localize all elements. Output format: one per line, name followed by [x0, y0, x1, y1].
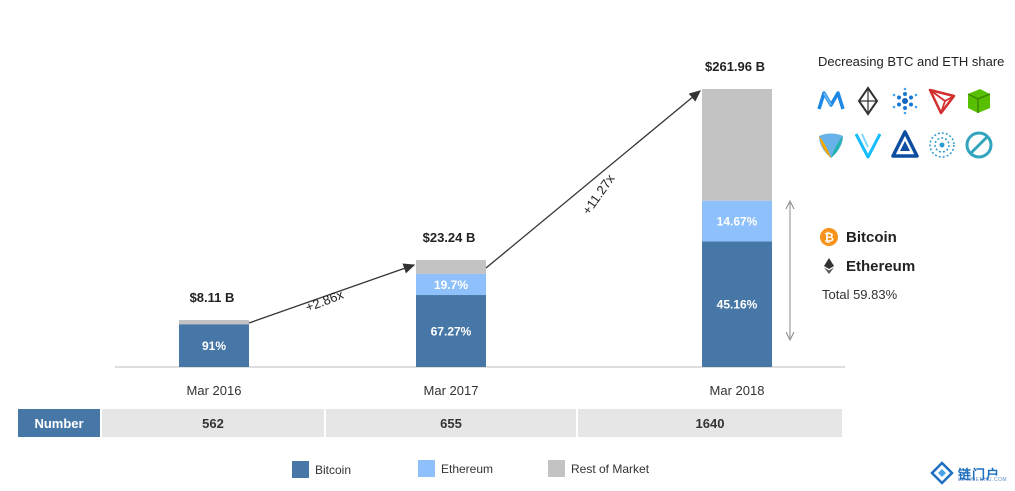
data-label-ethereum-2018: 14.67% [717, 215, 758, 229]
bar-ethereum-2018 [702, 200, 772, 242]
legend-item-rest: Rest of Market [548, 460, 649, 477]
share-bracket-top-arrow [785, 199, 795, 210]
watermark-sub: LIANMENHU.COM [958, 477, 1008, 483]
bitcoin-icon: ₿ [820, 228, 838, 246]
table-header-number: Number [18, 409, 100, 437]
tron-icon [928, 88, 956, 115]
total-label-2018: $261.96 B [705, 59, 765, 74]
vechain-icon [854, 133, 882, 159]
total-share: Total 59.83% [822, 287, 898, 302]
data-label-bitcoin-2018: 45.16% [717, 298, 758, 312]
legend-swatch-ethereum [418, 460, 435, 477]
legend-swatch-rest [548, 460, 565, 477]
growth-arrow-2 [485, 90, 702, 269]
x-tick-label-2016: Mar 2016 [187, 383, 242, 398]
table-cell-2016: 562 [102, 409, 324, 437]
data-label-bitcoin-2016: 91% [202, 339, 226, 353]
lianmenhu-logo-icon [930, 461, 954, 485]
bitcoin-text: Bitcoin [846, 228, 897, 246]
legend-label-ethereum: Ethereum [441, 461, 494, 476]
total-label-2017: $23.24 B [423, 230, 476, 245]
legend-label-rest: Rest of Market [571, 461, 650, 476]
bar-rest-of-market-2017 [416, 260, 486, 274]
legend-label-bitcoin: Bitcoin [315, 462, 352, 477]
lisk-icon [891, 130, 919, 158]
bar-ethereum-2017 [416, 273, 486, 296]
table-cell-2018: 1640 [578, 409, 842, 437]
table-cell-2017: 655 [326, 409, 576, 437]
number-table: Number 562 655 1640 [18, 409, 842, 437]
legend-item-bitcoin: Bitcoin [292, 461, 351, 478]
watermark-name: 链门户 [958, 466, 1001, 482]
ethereum-text: Ethereum [846, 257, 916, 275]
share-bracket-bottom-arrow [785, 331, 795, 342]
data-label-ethereum-2017: 19.7% [434, 278, 468, 292]
growth-arrow-1 [248, 263, 416, 324]
legend-item-ethereum: Ethereum [418, 460, 493, 477]
total-label-2016: $8.11 B [190, 290, 235, 305]
stacked-bar-chart: +2.86x +11.27x 91% $8.11 B Mar 2016 67.27% 19… [115, 59, 845, 398]
bar-bitcoin-2017 [416, 295, 486, 367]
nem-icon [819, 133, 843, 158]
x-tick-label-2018: Mar 2018 [710, 383, 765, 398]
neo-icon [967, 89, 991, 113]
bar-bitcoin-2018 [702, 241, 772, 367]
iota-icon [817, 91, 845, 110]
ethereum-label-row: Ethereum [820, 257, 915, 275]
legend-swatch-bitcoin [292, 461, 309, 478]
sidebar-title: Decreasing BTC and ETH share [818, 54, 1005, 69]
bar-rest-of-market-2016 [179, 320, 249, 325]
coin-icon-grid [816, 86, 994, 160]
watermark: 链门户 LIANMENHU.COM [930, 461, 1007, 485]
growth-label-2: +11.27x [579, 171, 618, 217]
growth-label-1: +2.86x [303, 287, 346, 315]
ethereum-icon [824, 258, 834, 274]
ontology-icon [965, 131, 993, 159]
cardano-icon [892, 87, 918, 115]
svg-text:₿: ₿ [824, 231, 834, 245]
bar-rest-of-market-2018 [702, 89, 772, 201]
qtum-icon [929, 132, 955, 158]
data-label-bitcoin-2017: 67.27% [431, 325, 472, 339]
bitcoin-label-row: ₿ Bitcoin [820, 228, 897, 246]
x-tick-label-2017: Mar 2017 [424, 383, 479, 398]
aeternity-icon [857, 86, 879, 116]
bar-bitcoin-2016 [179, 324, 249, 367]
